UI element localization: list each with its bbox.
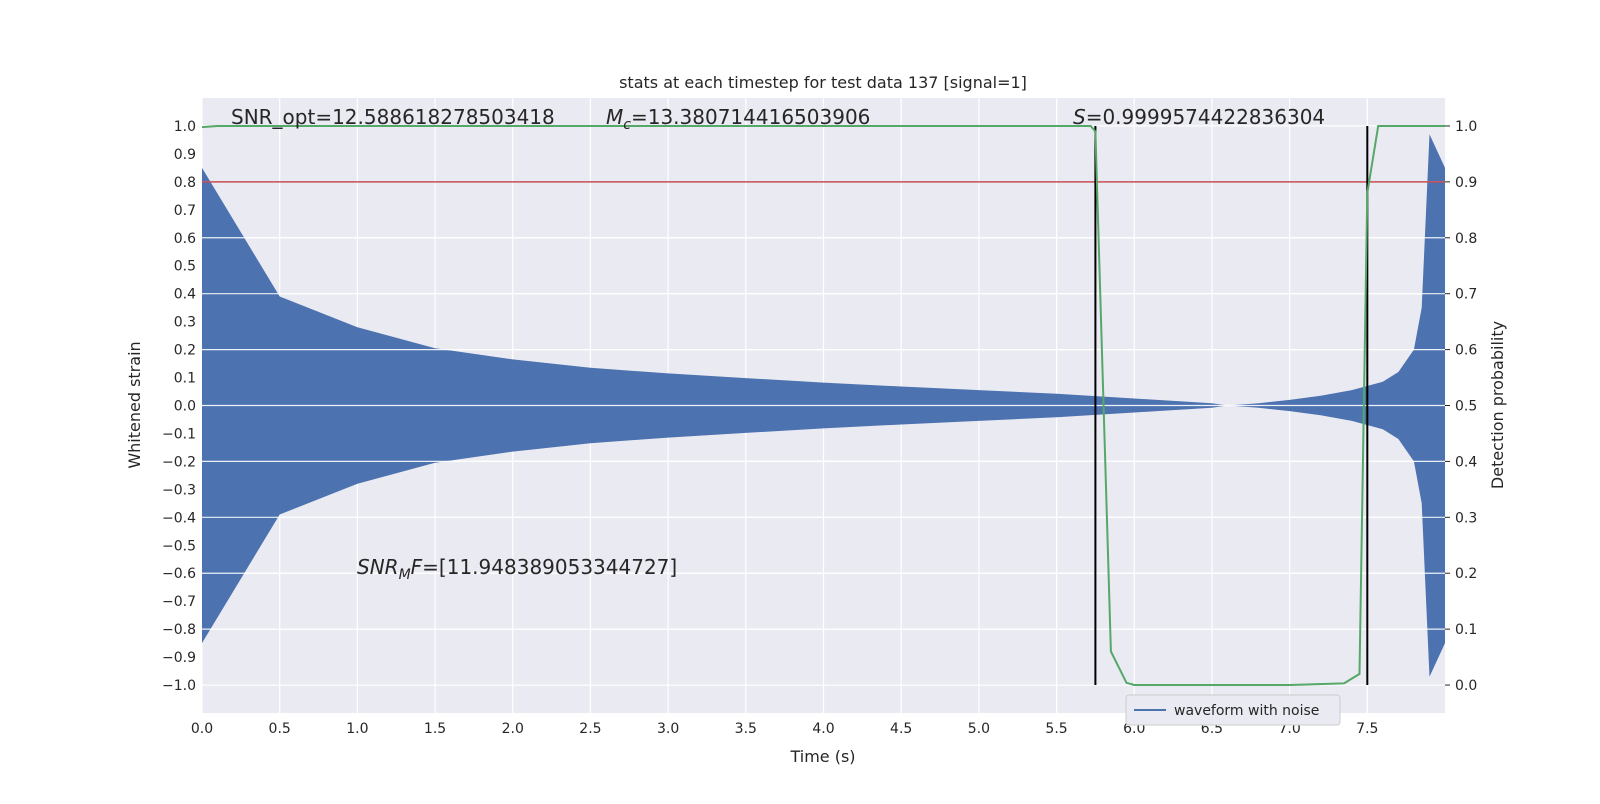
left-y-tick-label: −0.6 [162, 566, 196, 582]
left-y-tick-label: 0.1 [174, 371, 196, 387]
mc-value: =13.380714416503906 [631, 105, 870, 129]
annotation-snr-opt: SNR_opt=12.588618278503418 [231, 105, 555, 129]
left-y-tick-label: 0.9 [174, 147, 196, 163]
left-y-tick-label: −0.7 [162, 594, 196, 610]
y-axis-label-right: Detection probability [1488, 321, 1507, 489]
probability-series [201, 125, 1445, 686]
x-tick-label: 0.5 [269, 721, 291, 737]
left-y-tick-label: −0.5 [162, 538, 196, 554]
left-y-tick-label: −0.1 [162, 426, 196, 442]
right-y-tick-label: 0.7 [1455, 287, 1477, 303]
legend: waveform with noise [1125, 694, 1341, 726]
y-axis-label-left: Whitened strain [125, 341, 144, 468]
x-tick-label: 7.5 [1356, 721, 1378, 737]
right-y-tick-label: 0.5 [1455, 399, 1477, 415]
x-tick-label: 0.0 [191, 721, 213, 737]
left-y-tick-label: −0.9 [162, 650, 196, 666]
x-tick-label: 3.5 [735, 721, 757, 737]
x-tick-label: 3.0 [657, 721, 679, 737]
left-y-tick-label: 0.7 [174, 203, 196, 219]
left-y-tick-labels: 1.0 0.9 0.8 0.7 0.6 0.5 0.4 0.3 0.2 0.1 0.0 −0.1 −0.… [162, 119, 196, 694]
mc-subscript: c [623, 117, 631, 133]
x-tick-label: 4.0 [812, 721, 834, 737]
probability-line [201, 125, 1445, 686]
left-y-tick-label: 0.4 [174, 287, 196, 303]
right-y-tick-label: 0.1 [1455, 622, 1477, 638]
x-tick-label: 1.5 [424, 721, 446, 737]
left-y-tick-label: 0.2 [174, 343, 196, 359]
right-y-tick-label: 0.0 [1455, 678, 1477, 694]
left-y-tick-label: −0.3 [162, 482, 196, 498]
snrmf-symbol: SNR [357, 555, 399, 579]
right-y-tick-label: 0.3 [1455, 510, 1477, 526]
left-y-tick-label: 0.5 [174, 259, 196, 275]
x-tick-label: 1.0 [346, 721, 368, 737]
left-y-tick-label: 0.8 [174, 175, 196, 191]
mc-symbol: M [606, 105, 623, 129]
x-tick-label: 2.0 [502, 721, 524, 737]
s-symbol: S [1073, 105, 1086, 129]
x-tick-label: 5.5 [1045, 721, 1067, 737]
legend-box [1125, 694, 1341, 726]
left-y-tick-label: 0.0 [174, 399, 196, 415]
right-y-tick-labels: 1.0 0.9 0.8 0.7 0.6 0.5 0.4 0.3 0.2 0.1 0.0 [1445, 119, 1477, 694]
annotation-s: S=0.9999574422836304 [1073, 105, 1325, 129]
chart-title: stats at each timestep for test data 137… [619, 73, 1027, 92]
snrmf-tail: F [411, 555, 423, 579]
snrmf-subscript: M [399, 567, 411, 583]
annotation-mc: Mc=13.380714416503906 [606, 105, 870, 133]
legend-entry-waveform: waveform with noise [1174, 703, 1319, 719]
right-y-tick-label: 0.2 [1455, 566, 1477, 582]
right-y-tick-label: 0.9 [1455, 175, 1477, 191]
right-y-tick-label: 1.0 [1455, 119, 1477, 135]
x-tick-label: 2.5 [579, 721, 601, 737]
left-y-tick-label: −0.4 [162, 510, 196, 526]
right-y-tick-label: 0.6 [1455, 343, 1477, 359]
left-y-tick-label: −0.8 [162, 622, 196, 638]
left-y-tick-label: −0.2 [162, 454, 196, 470]
s-value: =0.9999574422836304 [1086, 105, 1325, 129]
annotation-snr-mf: SNRMF=[11.948389053344727] [357, 555, 677, 583]
x-tick-label: 4.5 [890, 721, 912, 737]
right-y-tick-label: 0.4 [1455, 454, 1477, 470]
left-y-tick-label: 0.6 [174, 231, 196, 247]
left-y-tick-label: −1.0 [162, 678, 196, 694]
x-tick-labels: 0.0 0.5 1.0 1.5 2.0 2.5 3.0 3.5 4.0 4.5 5.0 5.5 6.0 6… [191, 721, 1379, 737]
left-y-tick-label: 1.0 [174, 119, 196, 135]
x-axis-label: Time (s) [789, 747, 855, 766]
right-y-tick-label: 0.8 [1455, 231, 1477, 247]
snrmf-value: =[11.948389053344727] [422, 555, 677, 579]
left-y-tick-label: 0.3 [174, 315, 196, 331]
x-tick-label: 5.0 [968, 721, 990, 737]
